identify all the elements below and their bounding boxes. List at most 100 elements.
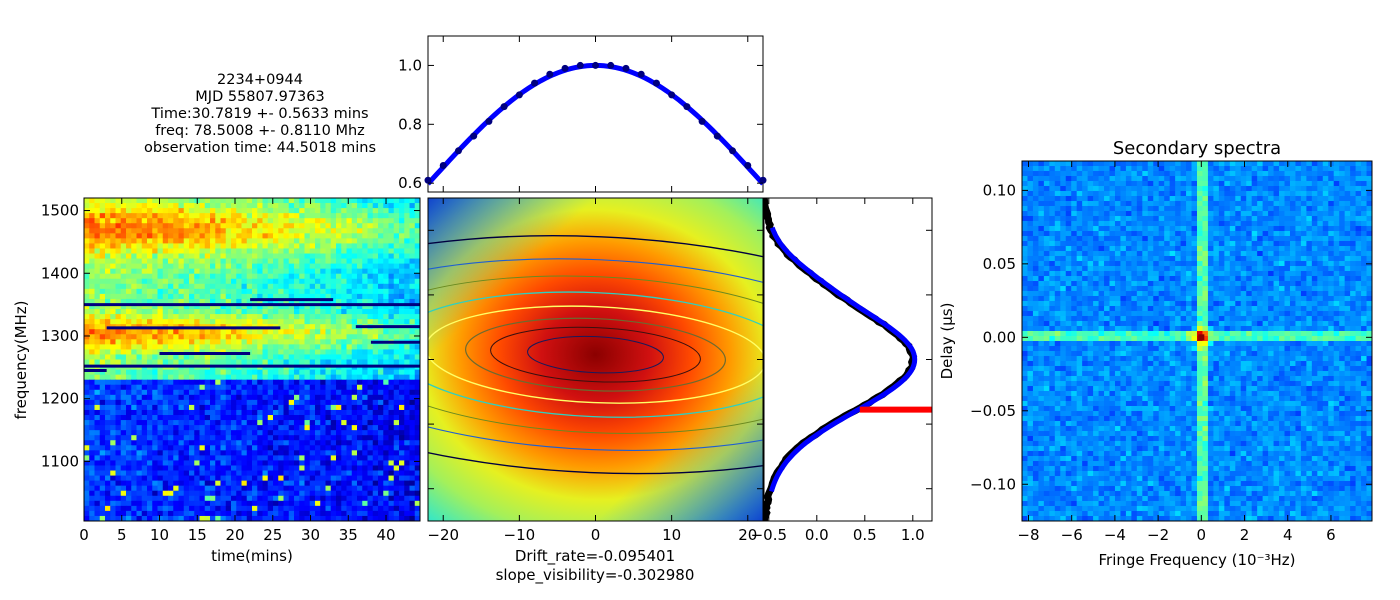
secondary-spectrum-cell [1164,211,1171,217]
secondary-spectrum-cell [1147,211,1154,217]
dynamic-spectrum-cell [199,293,206,300]
secondary-spectrum-cell [1191,166,1198,172]
dynamic-spectrum-cell [299,268,306,275]
dynamic-spectrum-cell [126,510,132,517]
dynamic-spectrum-cell [362,198,369,204]
dynamic-spectrum-cell [110,273,117,280]
dynamic-spectrum-cell [320,298,327,305]
dynamic-spectrum-cell [210,404,216,411]
dynamic-spectrum-cell [414,465,420,472]
dynamic-spectrum-cell [288,198,295,204]
dynamic-spectrum-cell [173,278,180,285]
dynamic-spectrum-cell [168,379,174,386]
dynamic-spectrum-cell [346,500,353,507]
dynamic-spectrum-cell [304,470,311,477]
dynamic-spectrum-cell [257,354,264,361]
dynamic-spectrum-cell [341,233,348,239]
secondary-spectrum-cell [1093,201,1100,207]
dynamic-spectrum-cell [210,420,216,426]
secondary-spectrum-cell [1164,176,1171,182]
dynamic-spectrum-cell [204,339,211,345]
dynamic-spectrum-cell [357,485,363,492]
dynamic-spectrum-cell [404,223,411,229]
dynamic-spectrum-cell [257,258,264,265]
dynamic-spectrum-cell [89,298,96,305]
dynamic-spectrum-cell [393,490,400,497]
dynamic-spectrum-cell [110,329,117,335]
dynamic-spectrum-cell [252,268,258,275]
dynamic-spectrum-cell [220,440,227,446]
dynamic-spectrum-cell [183,470,190,477]
dynamic-spectrum-cell [404,430,411,436]
dynamic-spectrum-cell [136,505,143,512]
time-acf-point [500,103,508,111]
dynamic-spectrum-cell [173,495,180,502]
dynamic-spectrum-cell [414,435,420,441]
dynamic-spectrum-cell [309,480,316,487]
dynamic-spectrum-cell [414,268,420,275]
dynamic-spectrum-cell [241,213,248,219]
secondary-spectrum-cell [1076,191,1083,197]
dynamic-spectrum-cell [330,515,337,521]
dynamic-spectrum-cell [273,339,279,345]
dynamic-spectrum-cell [136,409,143,416]
dynamic-spectrum-cell [99,399,106,406]
secondary-spectrum-cell [1022,191,1029,197]
dynamic-spectrum-cell [136,404,143,411]
dynamic-spectrum-cell [89,384,96,391]
secondary-spectrum-cell [1257,161,1264,167]
dynamic-spectrum-cell [141,445,148,451]
dynamic-spectrum-cell [157,263,164,270]
dynamic-spectrum-cell [131,455,138,462]
dynamic-spectrum-cell [215,435,222,441]
secondary-spectrum-cell [1186,181,1193,187]
dynamic-spectrum-cell [94,485,101,492]
dynamic-spectrum-cell [157,223,164,229]
dynamic-spectrum-cell [257,208,264,214]
dynamic-spectrum-cell [341,243,348,250]
dynamic-spectrum-cell [173,440,180,446]
dynamic-spectrum-cell [288,319,295,325]
y-tick-label: 1400 [41,264,79,282]
dynamic-spectrum-cell [157,213,164,219]
dynamic-spectrum-cell [383,480,390,487]
dynamic-spectrum-cell [173,450,180,456]
dynamic-spectrum-cell [341,450,348,456]
dynamic-spectrum-cell [378,505,384,512]
secondary-spectrum-cell [1229,201,1236,207]
dynamic-spectrum-cell [383,500,390,507]
dynamic-spectrum-cell [346,455,353,462]
dynamic-spectrum-cell [220,460,227,467]
dynamic-spectrum-cell [210,510,216,517]
secondary-spectrum-cell [1109,166,1116,172]
dynamic-spectrum-cell [362,505,369,512]
secondary-spectrum-cell [1366,181,1372,187]
dynamic-spectrum-cell [105,263,111,270]
dynamic-spectrum-cell [372,374,379,381]
dynamic-spectrum-cell [351,334,358,340]
dynamic-spectrum-cell [304,309,311,315]
dynamic-spectrum-cell [215,399,222,406]
dynamic-spectrum-cell [183,303,190,310]
secondary-spectrum-cell [1180,196,1187,202]
secondary-spectrum-cell [1366,211,1372,217]
dynamic-spectrum-cell [178,288,185,295]
dynamic-spectrum-cell [94,465,101,472]
dynamic-spectrum-cell [126,238,132,245]
dynamic-spectrum-cell [231,293,237,300]
dynamic-spectrum-cell [173,445,180,451]
dynamic-spectrum-cell [220,505,227,512]
dynamic-spectrum-cell [246,258,253,265]
dynamic-spectrum-cell [357,480,363,487]
secondary-spectrum-cell [1235,171,1242,177]
dynamic-spectrum-cell [189,409,195,416]
dynamic-spectrum-cell [225,430,232,436]
dynamic-spectrum-cell [94,339,101,345]
dynamic-spectrum-cell [204,298,211,305]
dynamic-spectrum-cell [283,435,290,441]
dynamic-spectrum-cell [131,208,138,214]
secondary-spectrum-cell [1049,206,1056,212]
dynamic-spectrum-cell [294,420,300,426]
dynamic-spectrum-cell [178,495,185,502]
